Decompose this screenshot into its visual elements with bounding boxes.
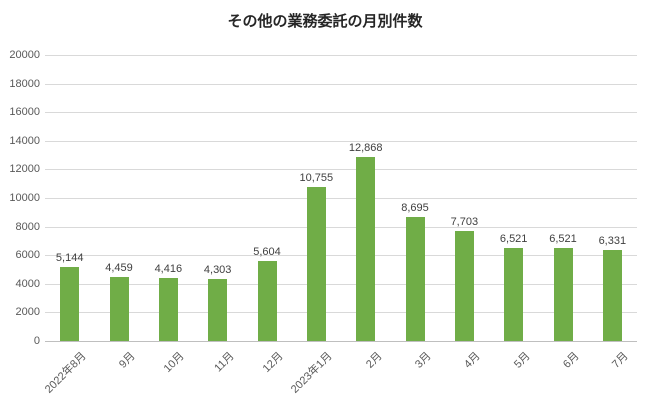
bar bbox=[454, 230, 474, 341]
bar-value-label: 6,331 bbox=[598, 235, 627, 248]
y-tick-label: 12000 bbox=[9, 163, 40, 176]
bar bbox=[553, 247, 573, 341]
x-tick-label: 2022年8月 bbox=[42, 350, 89, 396]
bar bbox=[109, 277, 129, 341]
gridline bbox=[45, 312, 637, 314]
bar bbox=[306, 187, 326, 341]
y-tick-label: 4000 bbox=[15, 277, 40, 290]
gridline bbox=[45, 112, 637, 114]
plot-area: 5,144 4,459 4,416 4,303 5,604 10,755 12,868 8,6… bbox=[45, 55, 637, 342]
gridline bbox=[45, 55, 637, 56]
bar-value-label: 10,755 bbox=[299, 172, 334, 185]
y-tick-label: 18000 bbox=[9, 77, 40, 90]
bar-value-label: 12,868 bbox=[348, 142, 383, 154]
bar-value-label: 5,604 bbox=[253, 245, 281, 258]
bar-value-label: 8,695 bbox=[401, 201, 429, 214]
y-tick-label: 8000 bbox=[15, 220, 40, 233]
bar-value-label: 7,703 bbox=[450, 215, 479, 228]
gridline bbox=[45, 83, 637, 85]
gridline bbox=[45, 226, 637, 228]
bar bbox=[405, 216, 425, 341]
gridline bbox=[45, 283, 637, 285]
bar bbox=[208, 279, 228, 341]
y-tick-label: 10000 bbox=[9, 192, 40, 204]
bar-value-label: 4,303 bbox=[203, 264, 232, 277]
bar-value-label: 6,521 bbox=[549, 232, 577, 245]
y-tick-label: 0 bbox=[33, 335, 40, 347]
gridline bbox=[45, 198, 637, 199]
bar-value-label: 4,459 bbox=[105, 262, 133, 275]
bar bbox=[60, 267, 80, 341]
gridline bbox=[45, 255, 637, 257]
gridline bbox=[45, 140, 637, 142]
gridline bbox=[45, 169, 637, 171]
y-tick-label: 2000 bbox=[15, 306, 40, 319]
y-tick-label: 20000 bbox=[9, 49, 40, 61]
bar-value-label: 5,144 bbox=[55, 252, 84, 265]
bar bbox=[356, 157, 376, 341]
y-tick-label: 14000 bbox=[9, 134, 40, 147]
bar-value-label: 4,416 bbox=[154, 262, 183, 275]
chart-title: その他の業務委託の月別件数 bbox=[227, 13, 423, 30]
bar bbox=[158, 277, 178, 341]
y-tick-label: 6000 bbox=[15, 249, 40, 262]
y-tick-label: 16000 bbox=[9, 106, 40, 119]
bar bbox=[602, 250, 622, 341]
bar-value-label: 6,521 bbox=[499, 232, 528, 245]
bar bbox=[504, 247, 524, 341]
bar bbox=[257, 260, 277, 341]
